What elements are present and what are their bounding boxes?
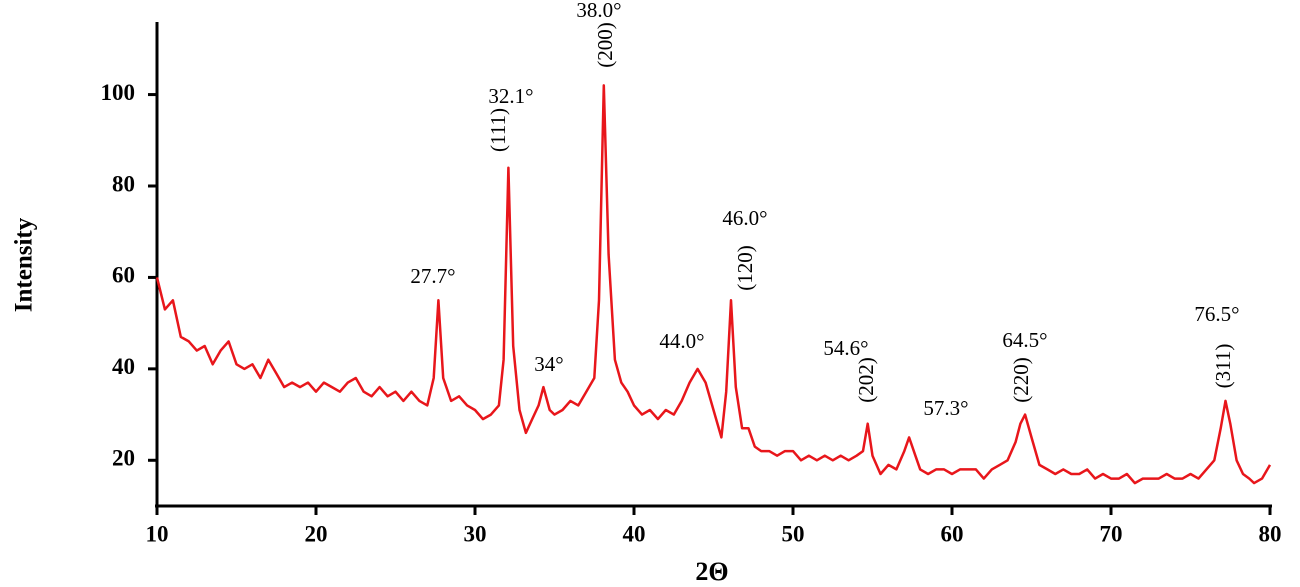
y-axis-title: Intensity (11, 217, 38, 312)
data-line (155, 84, 1272, 485)
peak-plane: (111) (486, 108, 510, 152)
peak-angle: 46.0° (722, 206, 767, 230)
y-tick-label: 100 (101, 80, 136, 105)
peak-angle: 54.6° (823, 336, 868, 360)
x-tick-label: 30 (464, 521, 487, 546)
x-axis-title: 2Θ (695, 557, 728, 586)
peak-angle: 64.5° (1002, 328, 1047, 352)
peak-plane: (200) (593, 22, 617, 68)
x-tick-label: 40 (623, 521, 646, 546)
x-tick-label: 50 (782, 521, 805, 546)
peak-plane: (202) (854, 357, 878, 403)
peak-plane: (311) (1211, 344, 1235, 389)
y-tick-label: 60 (112, 263, 135, 288)
x-tick-label: 60 (941, 521, 964, 546)
y-tick-label: 80 (112, 171, 135, 196)
peak-angle: 27.7° (410, 264, 455, 288)
peak-angle: 32.1° (488, 84, 533, 108)
peak-plane: (120) (733, 245, 757, 291)
x-tick-label: 80 (1259, 521, 1282, 546)
x-tick-label: 20 (305, 521, 328, 546)
x-tick-label: 10 (146, 521, 169, 546)
peak-angle: 38.0° (576, 0, 621, 22)
peak-angle: 57.3° (923, 396, 968, 420)
peak-angle: 34° (534, 352, 563, 376)
y-tick-label: 20 (112, 446, 135, 471)
peak-plane: (220) (1009, 357, 1033, 403)
peak-angle: 76.5° (1194, 302, 1239, 326)
x-tick-label: 70 (1100, 521, 1123, 546)
y-tick-label: 40 (112, 354, 135, 379)
peak-angle: 44.0° (659, 329, 704, 353)
